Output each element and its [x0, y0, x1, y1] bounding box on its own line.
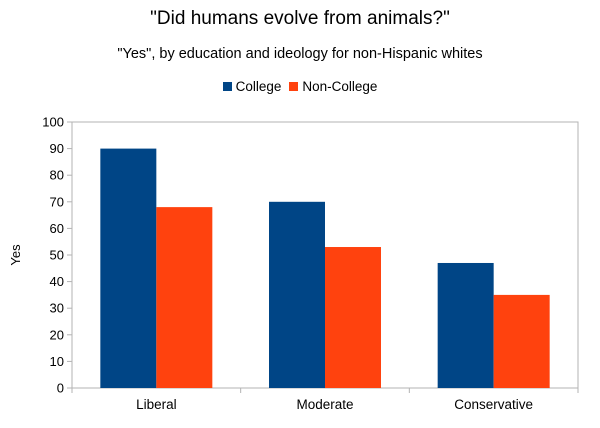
y-tick-label: 90	[50, 141, 64, 156]
y-tick-label: 80	[50, 168, 64, 183]
legend: College Non-College	[0, 79, 600, 94]
chart-subtitle: "Yes", by education and ideology for non…	[117, 46, 483, 62]
y-tick-label: 0	[57, 381, 64, 396]
bar-college-liberal	[100, 148, 157, 388]
bar-non-college-liberal	[156, 207, 213, 388]
x-tick-label: Moderate	[296, 397, 353, 412]
bar-non-college-conservative	[493, 294, 550, 388]
chart-title: "Did humans evolve from animals?"	[150, 8, 450, 29]
y-tick-label: 50	[50, 248, 64, 263]
bar-college-conservative	[437, 262, 494, 388]
y-tick-label: 20	[50, 327, 64, 342]
y-axis-label: Yes	[8, 244, 23, 266]
x-tick-label: Liberal	[136, 397, 177, 412]
y-tick-label: 30	[50, 301, 64, 316]
legend-swatch-non-college	[289, 82, 299, 91]
bar-college-moderate	[269, 201, 325, 388]
legend-swatch-college	[222, 82, 232, 91]
y-tick-label: 100	[42, 115, 64, 130]
y-tick-label: 60	[50, 221, 64, 236]
legend-item-non-college: Non-College	[289, 79, 377, 94]
y-tick-label: 10	[50, 354, 64, 369]
y-tick-label: 70	[50, 194, 64, 209]
legend-label-non-college: Non-College	[302, 79, 378, 94]
y-tick-label: 40	[50, 274, 64, 289]
x-tick-label: Conservative	[454, 397, 533, 412]
legend-label-college: College	[235, 79, 282, 94]
bar-non-college-moderate	[325, 247, 381, 388]
legend-item-college: College	[222, 79, 282, 94]
